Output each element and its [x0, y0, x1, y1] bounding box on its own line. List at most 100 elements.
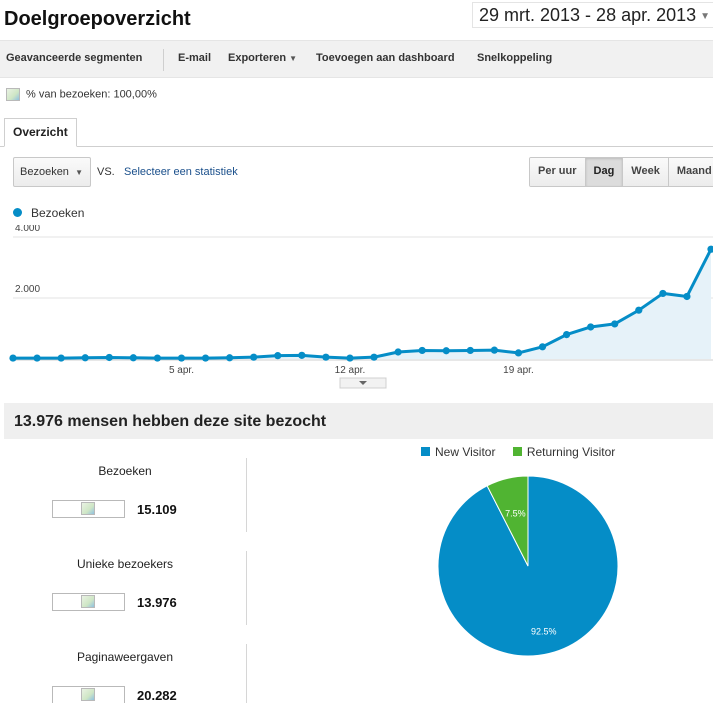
- toolbar: Geavanceerde segmenten E-mail Exporteren…: [0, 40, 713, 78]
- data-point[interactable]: [394, 348, 402, 356]
- data-point[interactable]: [707, 245, 713, 253]
- data-point[interactable]: [442, 347, 450, 355]
- data-point[interactable]: [659, 289, 667, 298]
- summary-title: 13.976 mensen hebben deze site bezocht: [14, 413, 327, 430]
- data-point[interactable]: [81, 354, 89, 362]
- stat-label: Paginaweergaven: [76, 650, 174, 664]
- tab-bar-line: [0, 146, 713, 147]
- pie-slice-label: 92.5%: [531, 627, 557, 637]
- data-point[interactable]: [490, 346, 498, 354]
- toolbar-separator: [163, 49, 164, 71]
- email-button[interactable]: E-mail: [178, 52, 212, 64]
- stat-unique-visitors: Unieke bezoekers 13.976: [0, 551, 250, 637]
- sparkline-image-icon: [81, 502, 95, 515]
- data-point[interactable]: [370, 353, 378, 361]
- data-point[interactable]: [33, 354, 41, 362]
- export-label: Exporteren: [228, 52, 287, 64]
- legend-swatch-icon: [421, 447, 430, 457]
- granularity-hourly-button[interactable]: Per uur: [530, 158, 586, 186]
- data-point[interactable]: [466, 346, 474, 355]
- granularity-week-button[interactable]: Week: [623, 158, 669, 186]
- stat-divider: [246, 644, 247, 703]
- series-line: [13, 248, 713, 360]
- data-point[interactable]: [587, 323, 595, 331]
- granularity-buttons: Per uur Dag Week Maand: [529, 157, 713, 187]
- sparkline: [52, 686, 125, 703]
- visits-line-chart: 2.000 4.000 5 apr. 12 apr. 19 apr.: [9, 225, 713, 389]
- granularity-month-button[interactable]: Maand: [668, 158, 713, 186]
- sparkline: [52, 593, 125, 611]
- add-to-dashboard-button[interactable]: Toevoegen aan dashboard: [316, 52, 455, 64]
- date-range-label: 29 mrt. 2013 - 28 apr. 2013: [479, 5, 697, 25]
- vs-label: VS.: [97, 166, 115, 178]
- data-point[interactable]: [177, 354, 186, 362]
- data-point[interactable]: [322, 353, 330, 361]
- stat-pageviews: Paginaweergaven 20.282: [0, 644, 250, 703]
- date-range-picker[interactable]: 29 mrt. 2013 - 28 apr. 2013 ▼: [472, 2, 713, 28]
- data-point[interactable]: [514, 349, 523, 357]
- pie-legend-item-new[interactable]: New Visitor: [421, 445, 495, 459]
- page-title: Doelgroepoverzicht: [4, 8, 191, 30]
- segment-summary: % van bezoeken: 100,00%: [6, 88, 157, 101]
- export-button[interactable]: Exporteren ▼: [228, 52, 297, 64]
- data-point[interactable]: [9, 354, 17, 362]
- series-area: [13, 249, 711, 359]
- granularity-day-button[interactable]: Dag: [585, 158, 624, 186]
- sparkline-image-icon: [81, 688, 95, 701]
- pie-slice-label: 7.5%: [505, 508, 526, 518]
- data-point[interactable]: [538, 343, 547, 351]
- data-point[interactable]: [298, 351, 306, 359]
- x-tick-label: 5 apr.: [169, 365, 194, 376]
- advanced-segments-button[interactable]: Geavanceerde segmenten: [6, 52, 143, 64]
- y-tick-label: 2.000: [15, 284, 40, 295]
- pie-legend-label: New Visitor: [435, 445, 496, 459]
- x-tick-label: 19 apr.: [503, 365, 534, 376]
- sparkline-image-icon: [81, 595, 95, 608]
- summary-band: 13.976 mensen hebben deze site bezocht: [4, 403, 713, 439]
- data-point[interactable]: [346, 354, 354, 362]
- visitor-type-pie-chart: 92.5% 7.5%: [437, 475, 619, 657]
- data-point[interactable]: [226, 354, 234, 362]
- segment-image-icon: [6, 88, 20, 101]
- select-statistic-link[interactable]: Selecteer een statistiek: [124, 166, 238, 178]
- stat-value: 15.109: [137, 502, 177, 517]
- data-point[interactable]: [57, 354, 65, 362]
- x-tick-label: 12 apr.: [335, 365, 366, 376]
- pie-legend-item-returning[interactable]: Returning Visitor: [512, 445, 616, 459]
- sparkline: [52, 500, 125, 518]
- chevron-down-icon: ▼: [700, 10, 711, 22]
- stat-value: 20.282: [137, 688, 177, 703]
- stat-divider: [246, 458, 247, 532]
- stat-value: 13.976: [137, 595, 177, 610]
- stat-divider: [246, 551, 247, 625]
- segment-text: % van bezoeken: 100,00%: [26, 88, 157, 101]
- metric-select[interactable]: Bezoeken ▼: [13, 157, 91, 187]
- shortcut-button[interactable]: Snelkoppeling: [477, 52, 553, 64]
- chevron-down-icon: ▼: [289, 54, 297, 63]
- tab-overview[interactable]: Overzicht: [4, 118, 77, 147]
- pie-legend-label: Returning Visitor: [526, 445, 616, 459]
- data-point[interactable]: [250, 353, 258, 361]
- chevron-down-icon: [359, 381, 367, 385]
- data-point[interactable]: [274, 352, 282, 360]
- pie-slice[interactable]: [486, 475, 529, 567]
- data-point[interactable]: [129, 354, 137, 362]
- data-point[interactable]: [201, 354, 210, 362]
- y-tick-label: 4.000: [15, 225, 40, 234]
- stat-label: Unieke bezoekers: [76, 557, 174, 571]
- pie-legend: New Visitor Returning Visitor: [421, 445, 629, 459]
- chart-legend-label: Bezoeken: [31, 206, 85, 220]
- data-point[interactable]: [683, 292, 691, 301]
- legend-dot-icon: [13, 208, 22, 217]
- data-point[interactable]: [562, 331, 571, 339]
- stat-label: Bezoeken: [98, 464, 152, 478]
- data-point[interactable]: [105, 353, 113, 362]
- data-point[interactable]: [153, 354, 162, 362]
- data-point[interactable]: [418, 346, 426, 355]
- legend-swatch-icon: [512, 447, 522, 457]
- data-point[interactable]: [611, 320, 619, 328]
- data-point[interactable]: [635, 306, 643, 314]
- stat-visits: Bezoeken 15.109: [0, 458, 250, 544]
- chevron-down-icon: ▼: [75, 168, 83, 177]
- metric-select-value: Bezoeken: [20, 166, 69, 178]
